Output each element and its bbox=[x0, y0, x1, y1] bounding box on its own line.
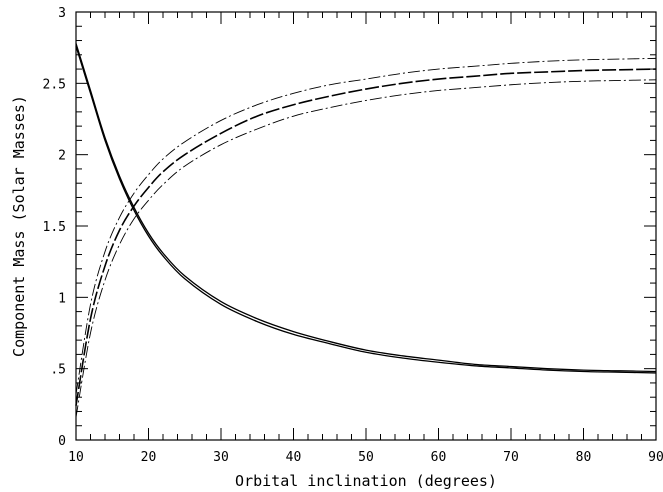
plot-area bbox=[75, 43, 657, 418]
x-tick-label: 70 bbox=[503, 450, 519, 465]
y-tick-label: 3 bbox=[58, 6, 66, 21]
series-line-4 bbox=[75, 57, 657, 395]
series-line-2 bbox=[75, 46, 657, 374]
y-tick-label: 1.5 bbox=[43, 220, 66, 235]
x-axis-label: Orbital inclination (degrees) bbox=[235, 472, 497, 490]
series-line-1 bbox=[75, 43, 657, 373]
x-tick-label: 20 bbox=[141, 450, 157, 465]
x-tick-label: 80 bbox=[576, 450, 592, 465]
y-tick-label: .5 bbox=[50, 363, 66, 378]
x-tick-label: 60 bbox=[431, 450, 447, 465]
y-axis-label: Component Mass (Solar Masses) bbox=[10, 95, 28, 357]
axis-ticks: 10 20 30 40 50 60 70 80 90 0 .5 1 1.5 2 2.5 3 bbox=[43, 6, 663, 465]
x-tick-label: 40 bbox=[286, 450, 302, 465]
series-line-3 bbox=[75, 68, 657, 406]
series-line-5 bbox=[75, 79, 657, 418]
y-tick-label: 2 bbox=[58, 149, 66, 164]
y-tick-label: 2.5 bbox=[43, 77, 66, 92]
x-tick-label: 30 bbox=[213, 450, 229, 465]
x-tick-label: 50 bbox=[358, 450, 374, 465]
x-tick-label: 90 bbox=[648, 450, 663, 465]
y-tick-label: 0 bbox=[58, 434, 66, 449]
x-tick-label: 10 bbox=[68, 450, 84, 465]
plot-frame bbox=[75, 11, 657, 441]
y-tick-label: 1 bbox=[58, 291, 66, 306]
